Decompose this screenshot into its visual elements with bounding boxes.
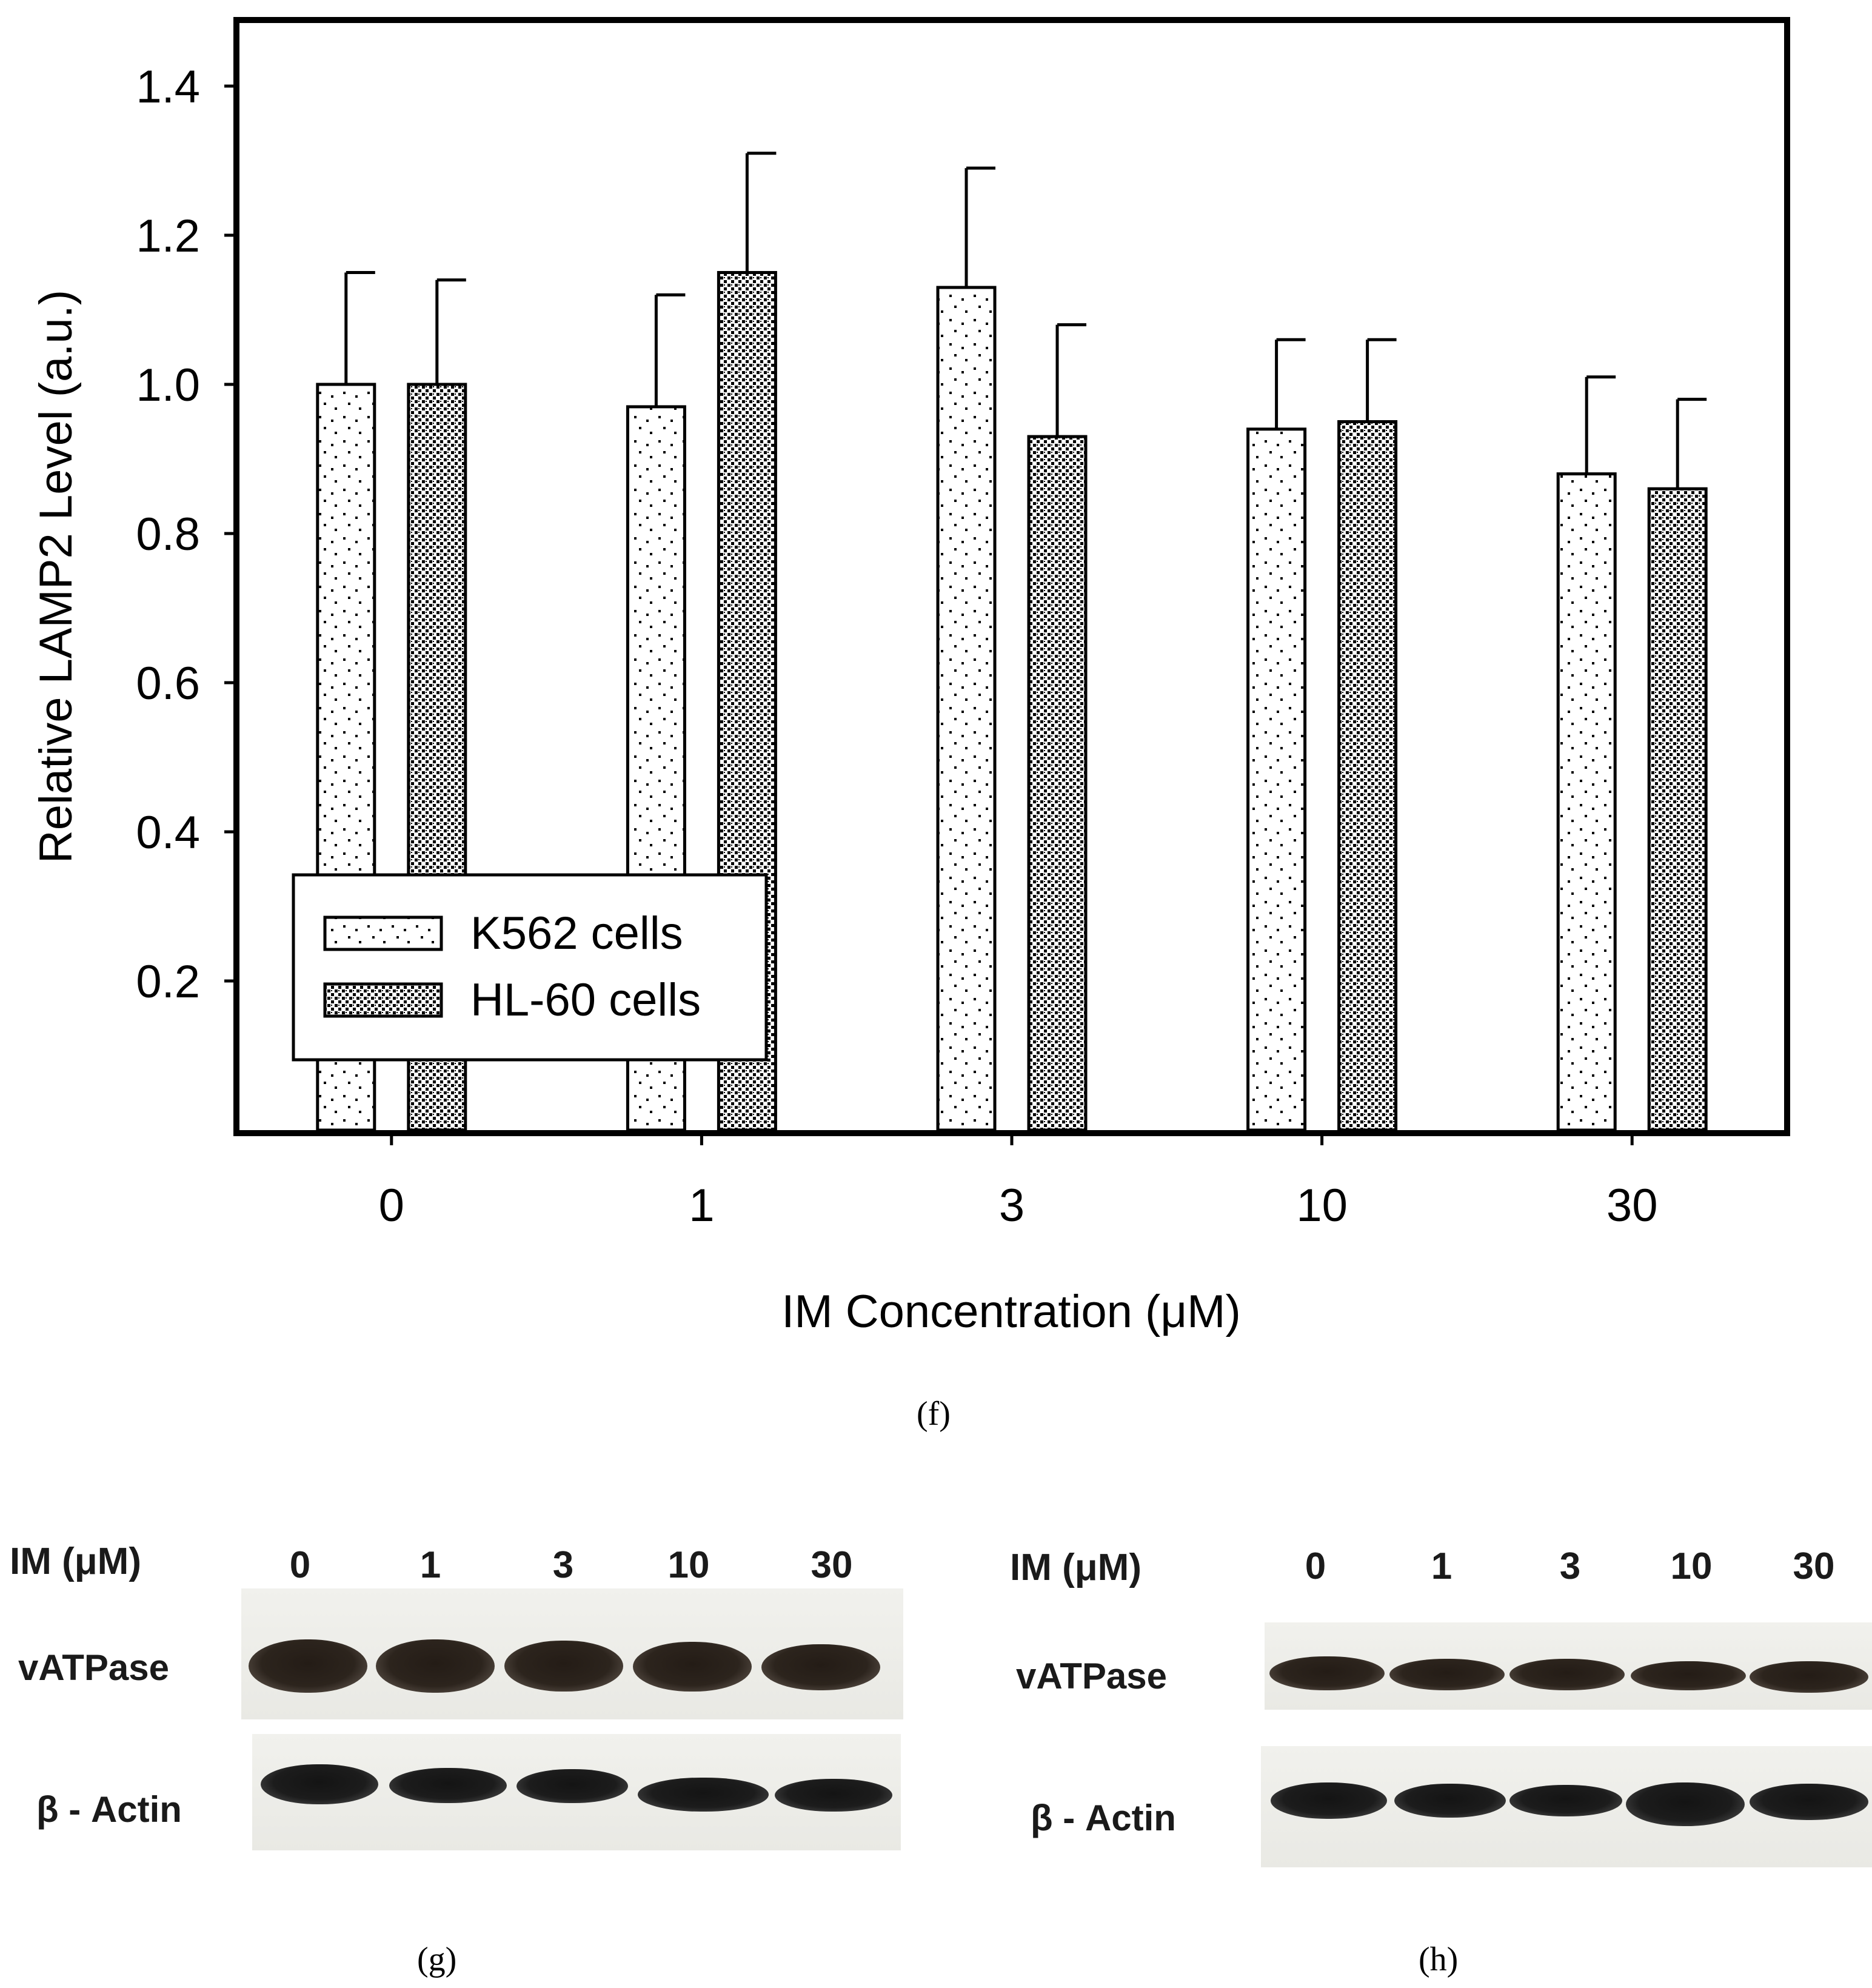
blot-h-im-title: IM (μM) [1010, 1547, 1142, 1588]
blot-h-lane-0: 0 [1305, 1545, 1326, 1587]
blot-h-row-actin: β - Actin [1031, 1798, 1176, 1838]
y-axis: 0.2 0.4 0.6 0.8 1.0 1.2 1.4 [136, 61, 236, 1008]
band [761, 1644, 880, 1690]
blot-g-lane-4: 30 [811, 1544, 853, 1586]
y-tick-label: 0.2 [136, 956, 200, 1008]
panel-label-h: (h) [1419, 1941, 1459, 1978]
y-tick-label: 0.8 [136, 509, 200, 560]
band [1271, 1782, 1387, 1819]
band [1750, 1661, 1868, 1693]
band [249, 1639, 367, 1693]
blot-h-lane-1: 1 [1431, 1545, 1452, 1587]
blot-g-strip-actin [252, 1734, 901, 1850]
y-tick-label: 1.0 [136, 360, 200, 411]
y-tick-label: 1.2 [136, 210, 200, 262]
blot-g-im-title: IM (μM) [10, 1541, 141, 1582]
bar-k562-10 [1246, 427, 1307, 1132]
band [1631, 1661, 1746, 1690]
x-tick-label: 10 [1296, 1180, 1348, 1231]
x-axis: 0 1 3 10 30 [379, 1133, 1658, 1231]
y-tick-label: 0.6 [136, 658, 200, 709]
bar-k562-30 [1556, 472, 1617, 1132]
y-axis-label: Relative LAMP2 Level (a.u.) [30, 290, 82, 863]
blot-g-lane-2: 3 [552, 1544, 574, 1586]
western-blot-h: IM (μM) 0 1 3 10 30 vATPase β - Actin [994, 1504, 1872, 1892]
y-tick-label: 0.4 [136, 807, 200, 858]
blot-g-lane-3: 10 [667, 1544, 710, 1586]
band [775, 1779, 892, 1812]
band [504, 1641, 623, 1692]
x-tick-label: 0 [379, 1180, 404, 1231]
blot-g-row-vatpase: vATPase [18, 1647, 170, 1688]
panel-label-g: (g) [417, 1941, 457, 1978]
blot-h-lane-3: 10 [1670, 1545, 1713, 1587]
band [389, 1768, 507, 1803]
x-axis-label: IM Concentration (μM) [781, 1286, 1241, 1337]
blot-g-row-actin: β - Actin [36, 1789, 182, 1830]
band [633, 1642, 752, 1692]
x-tick-label: 3 [999, 1180, 1025, 1231]
band [1269, 1656, 1385, 1690]
band [1509, 1659, 1625, 1690]
bar-hl60-3 [1027, 435, 1088, 1132]
bar-hl60-10 [1337, 420, 1398, 1132]
band [1509, 1785, 1622, 1816]
blot-g-lane-1: 1 [420, 1544, 441, 1586]
band [1750, 1784, 1868, 1820]
legend: K562 cells HL-60 cells [292, 873, 768, 1062]
blot-g-lane-0: 0 [289, 1544, 311, 1586]
x-tick-label: 1 [689, 1180, 714, 1231]
legend-box [292, 873, 768, 1062]
blot-h-strip-actin [1261, 1746, 1872, 1867]
blot-h-lane-4: 30 [1793, 1545, 1835, 1587]
western-blot-g: IM (μM) 0 1 3 10 30 vATPase β - Actin [0, 1504, 934, 1892]
legend-label-hl60: HL-60 cells [470, 974, 701, 1026]
bar-chart: 0.2 0.4 0.6 0.8 1.0 1.2 1.4 0 1 3 10 30 Relative L… [30, 17, 1790, 1337]
bar-k562-3 [936, 286, 997, 1132]
blot-g-strip-vatpase [241, 1588, 903, 1719]
band [516, 1769, 628, 1803]
blot-h-row-vatpase: vATPase [1016, 1656, 1168, 1696]
band [638, 1778, 769, 1812]
bar-hl60-30 [1647, 487, 1708, 1132]
panel-label-f: (f) [917, 1395, 951, 1433]
band [1389, 1659, 1505, 1690]
band [1626, 1782, 1745, 1826]
x-tick-label: 30 [1606, 1180, 1658, 1231]
band [1394, 1784, 1506, 1818]
band [261, 1764, 378, 1804]
blot-h-strip-vatpase [1265, 1622, 1872, 1710]
blot-h-lane-2: 3 [1559, 1545, 1581, 1587]
error-bars-layer [344, 152, 1707, 489]
legend-swatch-k562 [323, 915, 443, 951]
y-tick-label: 1.4 [136, 61, 200, 113]
legend-swatch-hl60 [323, 982, 443, 1018]
band [376, 1639, 495, 1693]
legend-label-k562: K562 cells [470, 908, 683, 959]
